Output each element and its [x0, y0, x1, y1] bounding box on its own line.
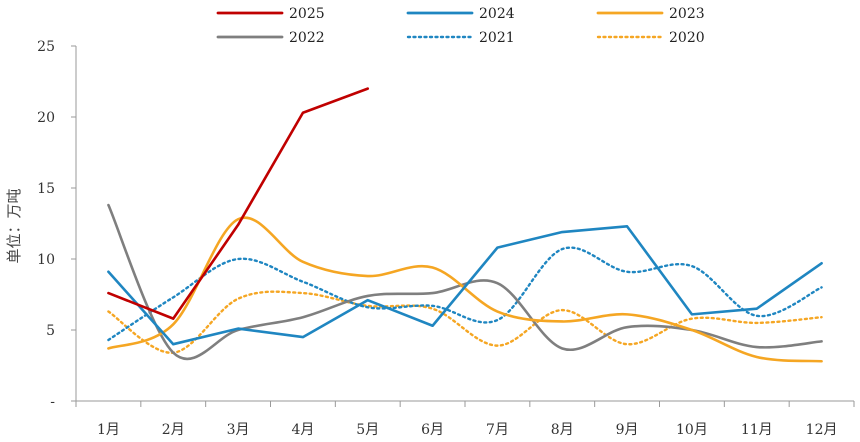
y-tick-label: 20	[37, 110, 55, 126]
plot-area	[107, 87, 823, 363]
legend-item-2020: 2020	[596, 30, 705, 46]
y-tick-label: 15	[37, 181, 55, 197]
legend-label: 2022	[289, 30, 325, 46]
y-tick-label: 5	[46, 323, 55, 339]
series-line-2020	[107, 290, 823, 354]
legend-label: 2025	[289, 6, 325, 22]
series-line-2025	[107, 87, 370, 320]
series-line-2024	[107, 225, 823, 346]
y-tick-label: 25	[37, 39, 55, 55]
x-tick-label: 1月	[97, 422, 120, 438]
legend-item-2024: 2024	[406, 6, 515, 22]
y-axis-title: 单位：万吨	[5, 188, 23, 263]
legend-label: 2024	[479, 6, 515, 22]
x-tick-label: 10月	[676, 422, 708, 438]
legend: 2025 2024 2023 2022 2021 2020	[216, 6, 705, 46]
x-tick-label: 7月	[486, 422, 509, 438]
legend-label: 2020	[669, 30, 705, 46]
legend-item-2022: 2022	[216, 30, 325, 46]
x-tick-label: 9月	[616, 422, 639, 438]
y-axis: - 5 10 15 20 25	[37, 39, 77, 410]
legend-item-2025: 2025	[216, 6, 325, 22]
series-line-2023	[107, 216, 823, 363]
x-tick-label: 3月	[227, 422, 250, 438]
x-tick-label: 6月	[421, 422, 444, 438]
x-tick-label: 12月	[806, 422, 838, 438]
x-tick-label: 5月	[356, 422, 379, 438]
y-tick-label: 10	[37, 252, 55, 268]
x-tick-label: 4月	[291, 422, 314, 438]
x-tick-label: 8月	[551, 422, 574, 438]
series-line-2021	[107, 246, 823, 342]
legend-item-2023: 2023	[596, 6, 705, 22]
x-axis: 1月 2月 3月 4月 5月 6月 7月 8月 9月 10月 11月 12月	[75, 400, 855, 438]
x-tick-label: 11月	[741, 422, 773, 438]
legend-item-2021: 2021	[406, 30, 515, 46]
y-tick-label: -	[50, 394, 55, 410]
legend-label: 2023	[669, 6, 705, 22]
x-tick-label: 2月	[162, 422, 185, 438]
legend-label: 2021	[479, 30, 515, 46]
